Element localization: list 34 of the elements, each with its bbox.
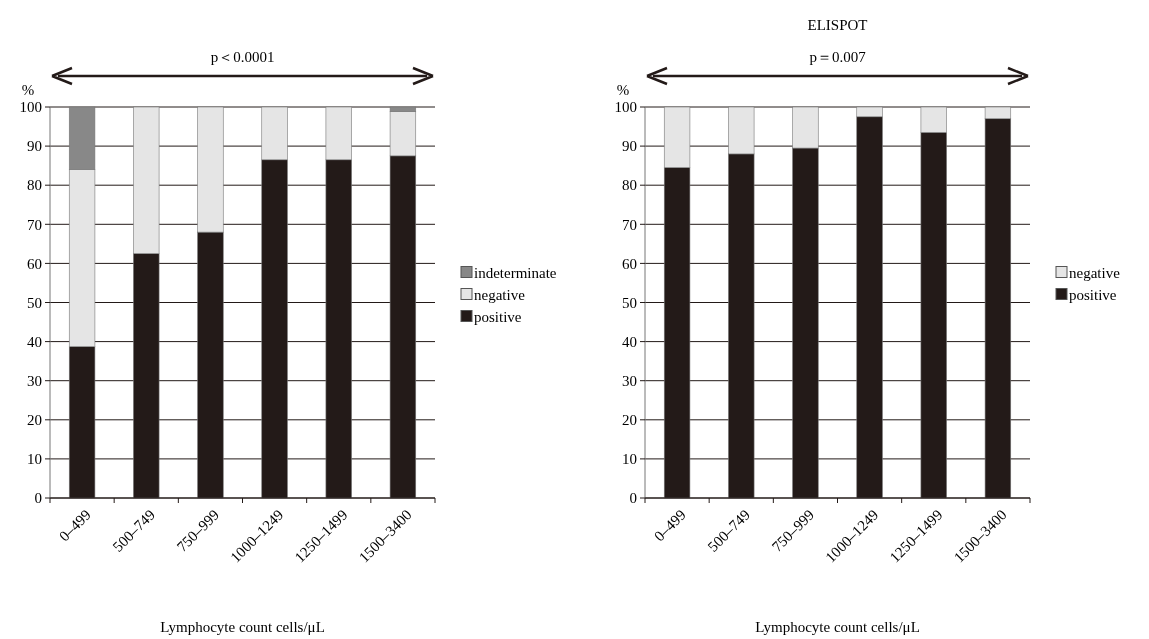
y-tick-label: 60 (27, 255, 42, 272)
y-tick-label: 20 (27, 412, 42, 429)
y-tick-label: 100 (19, 99, 42, 116)
chart-title: ELISPOT (807, 17, 868, 33)
y-tick-label: 20 (622, 412, 637, 429)
y-tick-label: 50 (27, 294, 42, 311)
y-tick-label: 0 (629, 490, 637, 507)
legend-label: negative (1069, 264, 1121, 281)
y-tick-label: 40 (622, 333, 637, 350)
y-tick-label: 40 (27, 333, 42, 350)
y-tick-label: 100 (614, 99, 637, 116)
y-tick-label: 80 (622, 177, 637, 194)
legend-label: indeterminate (474, 264, 557, 281)
legend-label: positive (474, 308, 522, 325)
y-tick-label: 30 (27, 372, 42, 389)
y-tick-label: 30 (622, 372, 637, 389)
y-tick-label: 70 (622, 216, 637, 233)
y-tick-label: 60 (622, 255, 637, 272)
text: p＝0.007 (809, 49, 867, 65)
y-tick-label: 70 (27, 216, 42, 233)
x-axis-title: Lymphocyte count cells/μL (755, 619, 920, 635)
legend-label: positive (1069, 286, 1117, 303)
x-axis-title: Lymphocyte count cells/μL (160, 619, 325, 635)
y-tick-label: 0 (34, 490, 42, 507)
y-tick-label: 80 (27, 177, 42, 194)
y-tick-label: 10 (27, 451, 42, 468)
y-tick-label: 50 (622, 294, 637, 311)
y-tick-label: 90 (622, 138, 637, 155)
legend-label: negative (474, 286, 526, 303)
y-tick-label: 90 (27, 138, 42, 155)
y-axis-title: % (616, 82, 630, 98)
y-axis-title: % (21, 82, 35, 98)
text: p＜0.0001 (210, 49, 275, 65)
y-tick-label: 10 (622, 451, 637, 468)
